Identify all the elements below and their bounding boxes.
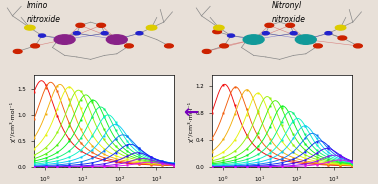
Circle shape	[76, 23, 85, 27]
Circle shape	[39, 34, 45, 37]
Circle shape	[202, 49, 211, 53]
Circle shape	[220, 44, 228, 48]
Text: nitroxide: nitroxide	[26, 15, 60, 24]
Circle shape	[213, 30, 222, 34]
Circle shape	[335, 25, 346, 30]
Circle shape	[353, 44, 362, 48]
Text: Imino: Imino	[26, 1, 48, 10]
Y-axis label: χ''/cm³·mol⁻¹: χ''/cm³·mol⁻¹	[10, 101, 16, 142]
Circle shape	[295, 35, 316, 44]
Circle shape	[136, 32, 143, 35]
Circle shape	[325, 32, 332, 35]
Circle shape	[165, 44, 173, 48]
Text: Nitronyl: Nitronyl	[272, 1, 302, 10]
Circle shape	[106, 35, 127, 44]
Circle shape	[97, 23, 105, 27]
Text: ←: ←	[183, 104, 198, 122]
Circle shape	[265, 23, 274, 27]
Circle shape	[243, 35, 264, 44]
Circle shape	[146, 25, 157, 30]
Circle shape	[228, 34, 234, 37]
Circle shape	[214, 25, 224, 30]
Circle shape	[286, 23, 294, 27]
Circle shape	[13, 49, 22, 53]
Circle shape	[31, 44, 39, 48]
Circle shape	[262, 32, 269, 35]
Circle shape	[314, 44, 322, 48]
Circle shape	[290, 32, 297, 35]
Y-axis label: χ''/cm³·mol⁻¹: χ''/cm³·mol⁻¹	[188, 101, 194, 142]
Circle shape	[125, 44, 133, 48]
Circle shape	[54, 35, 75, 44]
Circle shape	[25, 25, 35, 30]
Text: nitroxide: nitroxide	[272, 15, 306, 24]
Circle shape	[73, 32, 80, 35]
Circle shape	[338, 36, 347, 40]
Circle shape	[101, 32, 108, 35]
